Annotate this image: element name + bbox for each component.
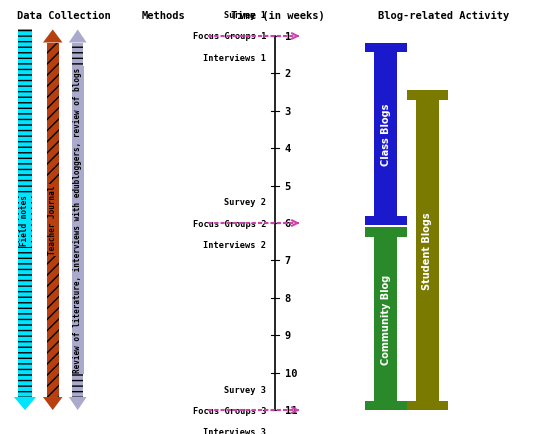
Text: 2: 2	[285, 69, 291, 79]
Text: 8: 8	[285, 293, 291, 303]
Text: Teacher Journal: Teacher Journal	[48, 186, 57, 255]
Text: Blog-related Activity: Blog-related Activity	[379, 11, 509, 21]
Text: Interviews 2: Interviews 2	[203, 240, 266, 249]
Bar	[47, 43, 59, 397]
Text: 9: 9	[285, 331, 291, 340]
Text: Student Blogs: Student Blogs	[422, 212, 432, 289]
Bar	[406, 91, 448, 101]
Text: Review of literature, interviews with edubloggers, review of blogs: Review of literature, interviews with ed…	[73, 68, 82, 372]
Text: Data Collection: Data Collection	[17, 11, 110, 21]
Bar	[406, 401, 448, 410]
Bar	[365, 216, 406, 226]
Text: Survey 1: Survey 1	[224, 11, 266, 20]
Text: 6: 6	[285, 219, 291, 228]
Text: Community Blog: Community Blog	[381, 274, 391, 364]
Bar	[72, 43, 83, 397]
Bar	[365, 43, 406, 53]
Bar	[416, 101, 439, 401]
Polygon shape	[43, 30, 63, 43]
Polygon shape	[14, 397, 36, 410]
Polygon shape	[69, 30, 87, 43]
Text: Methods: Methods	[142, 11, 185, 21]
Text: 5: 5	[285, 181, 291, 191]
Text: Class Blogs: Class Blogs	[381, 103, 391, 166]
Text: 10: 10	[285, 368, 297, 378]
Bar	[374, 53, 397, 216]
Text: Focus Groups 3: Focus Groups 3	[193, 406, 266, 414]
Polygon shape	[43, 397, 63, 410]
Text: Focus Groups 2: Focus Groups 2	[193, 219, 266, 228]
Bar	[374, 237, 397, 401]
Text: 7: 7	[285, 256, 291, 266]
Polygon shape	[69, 397, 87, 410]
Text: Focus Groups 1: Focus Groups 1	[193, 33, 266, 41]
Text: Field notes: Field notes	[21, 195, 29, 246]
Bar	[365, 401, 406, 410]
Text: Interviews 1: Interviews 1	[203, 53, 266, 62]
Text: Time (in weeks): Time (in weeks)	[231, 11, 324, 21]
Text: 4: 4	[285, 144, 291, 154]
Bar	[18, 30, 32, 397]
Text: Interviews 3: Interviews 3	[203, 427, 266, 434]
Bar	[365, 228, 406, 237]
Text: 11: 11	[285, 405, 297, 415]
Text: 3: 3	[285, 107, 291, 116]
Text: 1: 1	[285, 32, 291, 42]
Text: Survey 3: Survey 3	[224, 385, 266, 394]
Text: Survey 2: Survey 2	[224, 198, 266, 207]
